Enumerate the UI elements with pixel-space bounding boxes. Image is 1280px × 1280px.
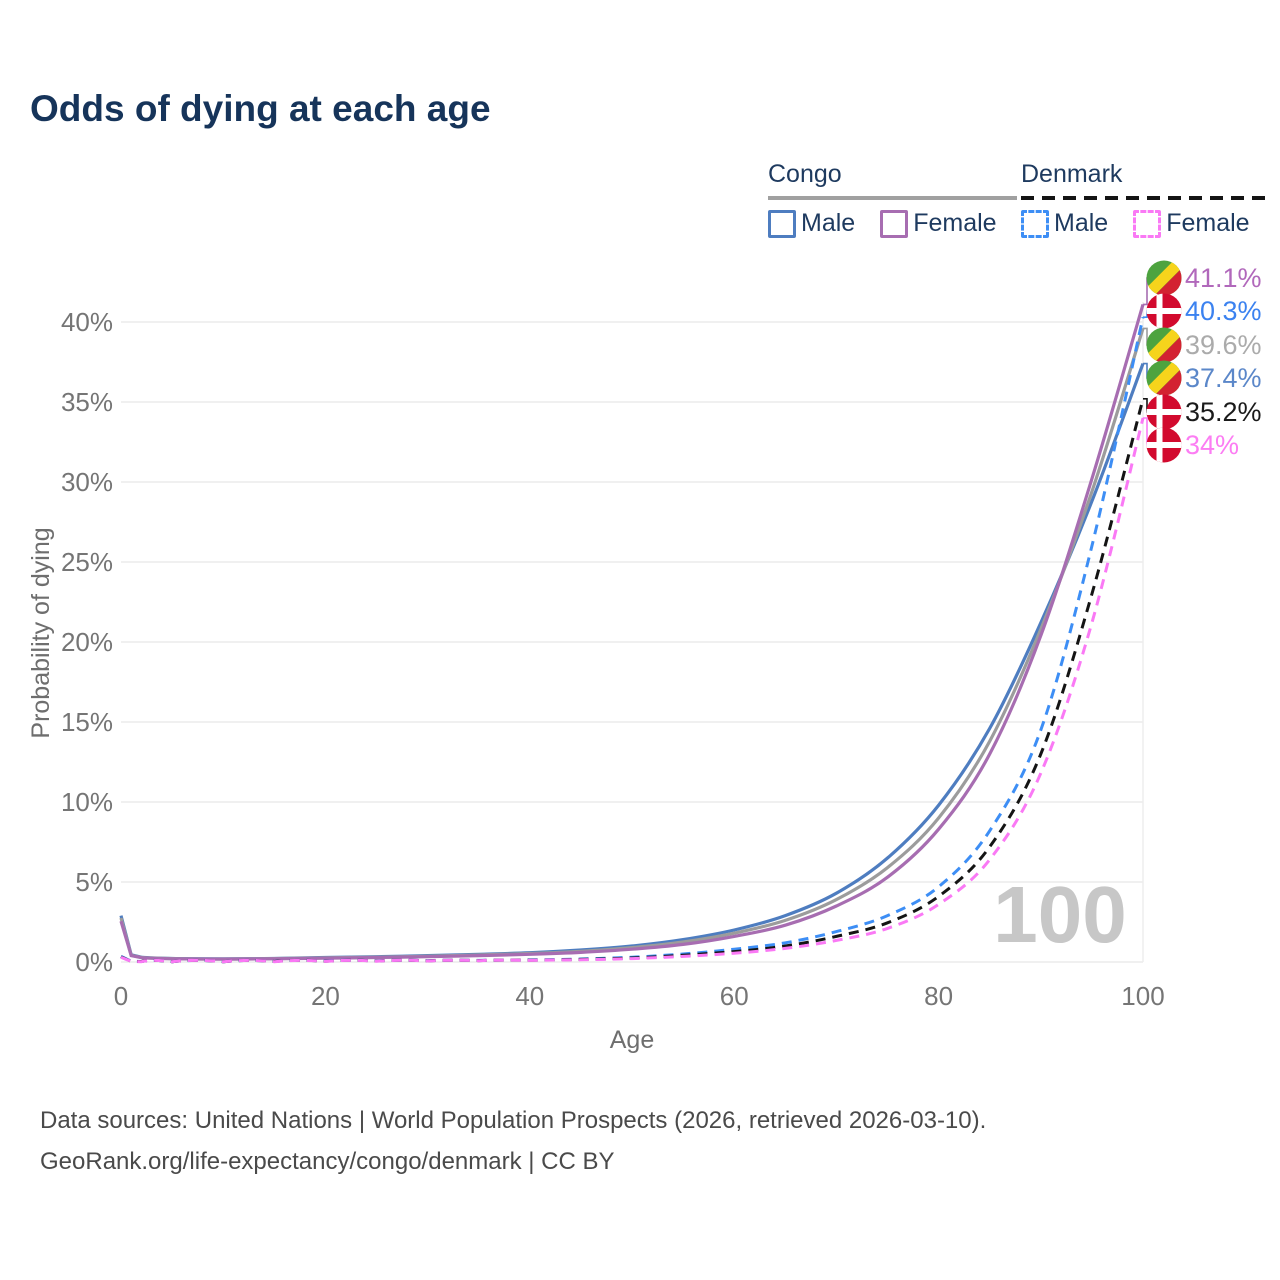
x-tick-100: 100 bbox=[1121, 981, 1164, 1011]
end-value-denmark-male: 40.3% bbox=[1185, 296, 1262, 326]
congo-flag-red bbox=[1153, 334, 1182, 363]
legend-group-congo: Congo Male Female bbox=[768, 160, 1017, 238]
series-line-denmark-male[interactable] bbox=[120, 316, 1145, 964]
y-tick-25: 25% bbox=[61, 547, 113, 577]
y-tick-10: 10% bbox=[61, 787, 113, 817]
denmark-flag-icon bbox=[1146, 394, 1182, 430]
legend-item-congo-male[interactable]: Male bbox=[768, 209, 855, 238]
legend-congo-header: Congo bbox=[768, 160, 842, 188]
url-license-line: GeoRank.org/life-expectancy/congo/denmar… bbox=[40, 1148, 615, 1175]
y-tick-0: 0% bbox=[75, 947, 113, 977]
congo-female-swatch-icon bbox=[880, 209, 909, 238]
congo-flag-icon bbox=[1146, 327, 1182, 363]
legend-label: Male bbox=[1054, 209, 1109, 237]
x-axis-label: Age bbox=[610, 1026, 654, 1054]
x-tick-20: 20 bbox=[311, 981, 340, 1011]
denmark-flag-icon bbox=[1146, 427, 1182, 463]
x-tick-40: 40 bbox=[515, 981, 544, 1011]
congo-male-swatch-icon bbox=[768, 209, 796, 238]
congo-flag-red bbox=[1153, 367, 1182, 396]
y-axis-label: Probability of dying bbox=[27, 527, 55, 738]
denmark-male-swatch-icon bbox=[1021, 209, 1049, 238]
congo-line-swatch bbox=[768, 196, 1017, 200]
y-tick-15: 15% bbox=[61, 707, 113, 737]
series-line-congo-female[interactable] bbox=[119, 303, 1145, 961]
legend-group-denmark: Denmark Male Female bbox=[1021, 160, 1270, 238]
legend-item-denmark-male[interactable]: Male bbox=[1021, 209, 1108, 238]
x-tick-80: 80 bbox=[924, 981, 953, 1011]
congo-flag-icon bbox=[1146, 260, 1182, 296]
end-value-congo-female: 41.1% bbox=[1185, 263, 1262, 293]
series-line-congo[interactable] bbox=[119, 327, 1145, 961]
mortality-line-chart[interactable]: 0% 5% 10% 15% 20% 25% 30% 35% 40% 0 20 40 60 80 100 Age… bbox=[0, 230, 1280, 1060]
denmark-female-swatch-icon bbox=[1133, 209, 1162, 238]
legend-label: Male bbox=[801, 209, 856, 237]
denmark-flag-icon bbox=[1146, 293, 1182, 329]
y-tick-40: 40% bbox=[61, 307, 113, 337]
congo-flag-red bbox=[1153, 267, 1182, 296]
end-value-congo: 39.6% bbox=[1185, 330, 1262, 360]
source-attribution: Data sources: United Nations | World Pop… bbox=[40, 1100, 986, 1182]
end-value-denmark: 35.2% bbox=[1185, 397, 1262, 427]
chart-title: Odds of dying at each age bbox=[30, 88, 491, 129]
series-line-denmark[interactable] bbox=[120, 398, 1145, 964]
legend: Congo Male Female Denmark Male bbox=[0, 0, 1280, 250]
denmark-line-swatch bbox=[1021, 196, 1270, 200]
y-tick-20: 20% bbox=[61, 627, 113, 657]
legend-item-denmark-female[interactable]: Female bbox=[1133, 209, 1250, 238]
legend-label: Female bbox=[913, 209, 997, 237]
x-tick-60: 60 bbox=[720, 981, 749, 1011]
y-tick-30: 30% bbox=[61, 467, 113, 497]
x-tick-0: 0 bbox=[114, 981, 128, 1011]
data-sources-line: Data sources: United Nations | World Pop… bbox=[40, 1107, 987, 1134]
legend-label: Female bbox=[1166, 209, 1250, 237]
end-value-congo-male: 37.4% bbox=[1185, 363, 1262, 393]
series-line-denmark-female[interactable] bbox=[120, 417, 1145, 964]
hover-age-watermark: 100 bbox=[993, 870, 1126, 959]
y-tick-5: 5% bbox=[75, 867, 113, 897]
y-tick-35: 35% bbox=[61, 387, 113, 417]
legend-denmark-header: Denmark bbox=[1021, 160, 1123, 188]
series-line-congo-male[interactable] bbox=[119, 363, 1145, 961]
end-value-denmark-female: 34% bbox=[1185, 430, 1239, 460]
legend-item-congo-female[interactable]: Female bbox=[880, 209, 997, 238]
congo-flag-icon bbox=[1146, 360, 1182, 396]
